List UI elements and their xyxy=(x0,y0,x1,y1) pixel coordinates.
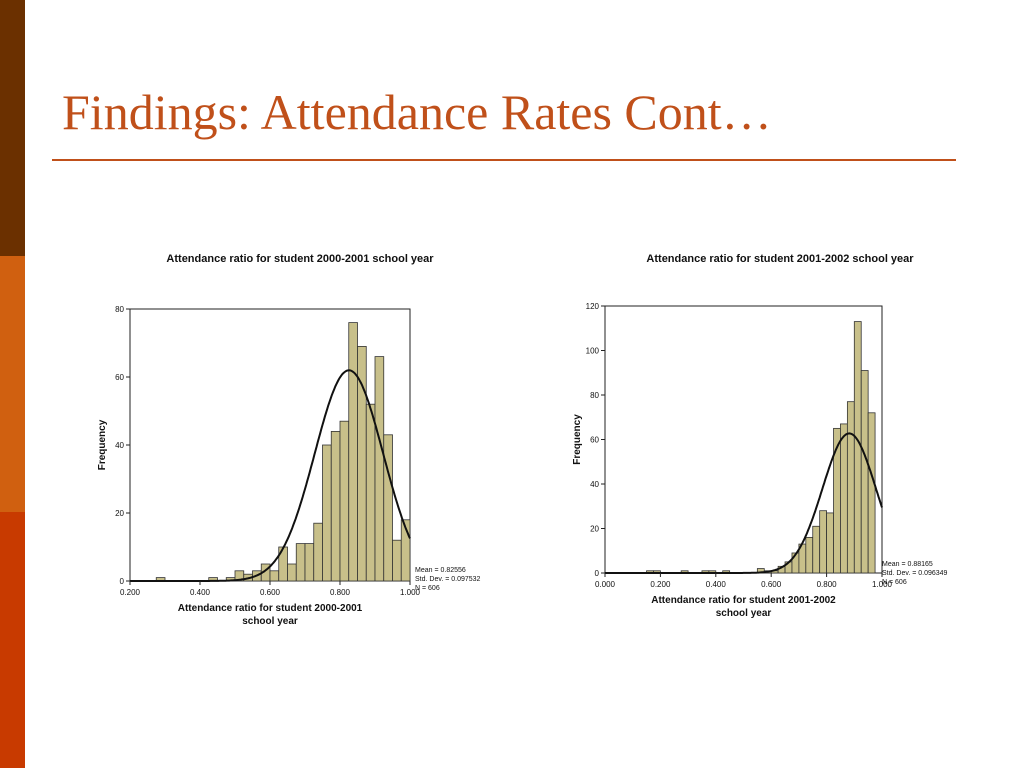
histogram-bar xyxy=(322,444,332,582)
histogram-bar xyxy=(853,321,862,574)
y-tick-label: 20 xyxy=(590,525,599,534)
y-tick-label: 120 xyxy=(586,302,600,311)
histogram-bar xyxy=(846,401,855,574)
side-accent-middle xyxy=(0,256,25,512)
y-axis-label: Frequency xyxy=(572,414,583,465)
stats-label: Std. Dev. = 0.097532 xyxy=(415,576,481,583)
histogram-2001-2002: Attendance ratio for student 2001-2002 s… xyxy=(572,253,948,619)
x-tick-label: 0.400 xyxy=(706,580,727,589)
histogram-bar xyxy=(374,356,385,582)
histogram-bar xyxy=(313,522,323,582)
x-tick-label: 1.000 xyxy=(400,588,421,597)
histogram-bar xyxy=(840,423,848,574)
x-tick-label: 0.200 xyxy=(650,580,671,589)
histogram-bar xyxy=(357,346,367,582)
x-tick-label: 0.600 xyxy=(260,588,281,597)
slide-title: Findings: Attendance Rates Cont… xyxy=(62,84,772,140)
histogram-bar xyxy=(339,420,350,582)
histogram-bar xyxy=(330,430,341,582)
y-tick-label: 40 xyxy=(115,441,124,450)
y-tick-label: 100 xyxy=(586,347,600,356)
y-axis-label: Frequency xyxy=(97,419,108,470)
y-tick-label: 20 xyxy=(115,509,124,518)
histogram-2000-2001: Attendance ratio for student 2000-2001 s… xyxy=(97,253,481,627)
y-tick-label: 0 xyxy=(595,569,600,578)
normal-curve xyxy=(130,369,411,582)
histogram-bar xyxy=(826,512,834,574)
histogram-bar xyxy=(805,536,814,574)
stats-label: N = 606 xyxy=(882,579,907,586)
chart-title: Attendance ratio for student 2001-2002 s… xyxy=(646,253,914,265)
stats-label: Mean = 0.88165 xyxy=(882,561,933,568)
stats-label: Std. Dev. = 0.096349 xyxy=(882,570,948,577)
histogram-bar xyxy=(860,370,869,574)
histogram-bar xyxy=(295,543,306,582)
x-tick-label: 0.800 xyxy=(330,588,351,597)
x-axis-label: Attendance ratio for student 2001-2002 xyxy=(651,595,836,606)
histogram-bar xyxy=(819,510,827,574)
chart-title: Attendance ratio for student 2000-2001 s… xyxy=(166,253,434,265)
x-axis-label: school year xyxy=(716,608,772,619)
histogram-bar xyxy=(269,570,280,582)
normal-curve xyxy=(605,432,883,574)
x-axis-label: school year xyxy=(242,616,298,627)
y-tick-label: 60 xyxy=(115,373,124,382)
y-tick-label: 0 xyxy=(120,577,125,586)
stats-label: Mean = 0.82556 xyxy=(415,567,466,574)
y-tick-label: 80 xyxy=(115,305,124,314)
histogram-bar xyxy=(287,563,297,582)
histogram-bar xyxy=(867,412,876,574)
x-tick-label: 1.000 xyxy=(872,580,893,589)
histogram-bar xyxy=(392,539,402,582)
histogram-bar xyxy=(365,403,376,582)
histogram-bar xyxy=(812,525,821,574)
x-tick-label: 0.800 xyxy=(817,580,838,589)
x-tick-label: 0.400 xyxy=(190,588,211,597)
side-accent-bottom xyxy=(0,512,25,768)
x-tick-label: 0.200 xyxy=(120,588,141,597)
x-tick-label: 0.600 xyxy=(761,580,782,589)
x-tick-label: 0.000 xyxy=(595,580,616,589)
histogram-bar xyxy=(304,543,315,582)
stats-label: N = 606 xyxy=(415,585,440,592)
histogram-bar xyxy=(833,427,841,574)
y-tick-label: 40 xyxy=(590,480,599,489)
y-tick-label: 60 xyxy=(590,436,599,445)
y-tick-label: 80 xyxy=(590,391,599,400)
side-accent-bar xyxy=(0,0,25,768)
x-axis-label: Attendance ratio for student 2000-2001 xyxy=(178,603,363,614)
title-rule xyxy=(52,159,956,161)
histogram-bar xyxy=(348,322,358,582)
histogram-bar xyxy=(400,519,411,582)
side-accent-top xyxy=(0,0,25,256)
histogram-bar xyxy=(383,434,393,582)
